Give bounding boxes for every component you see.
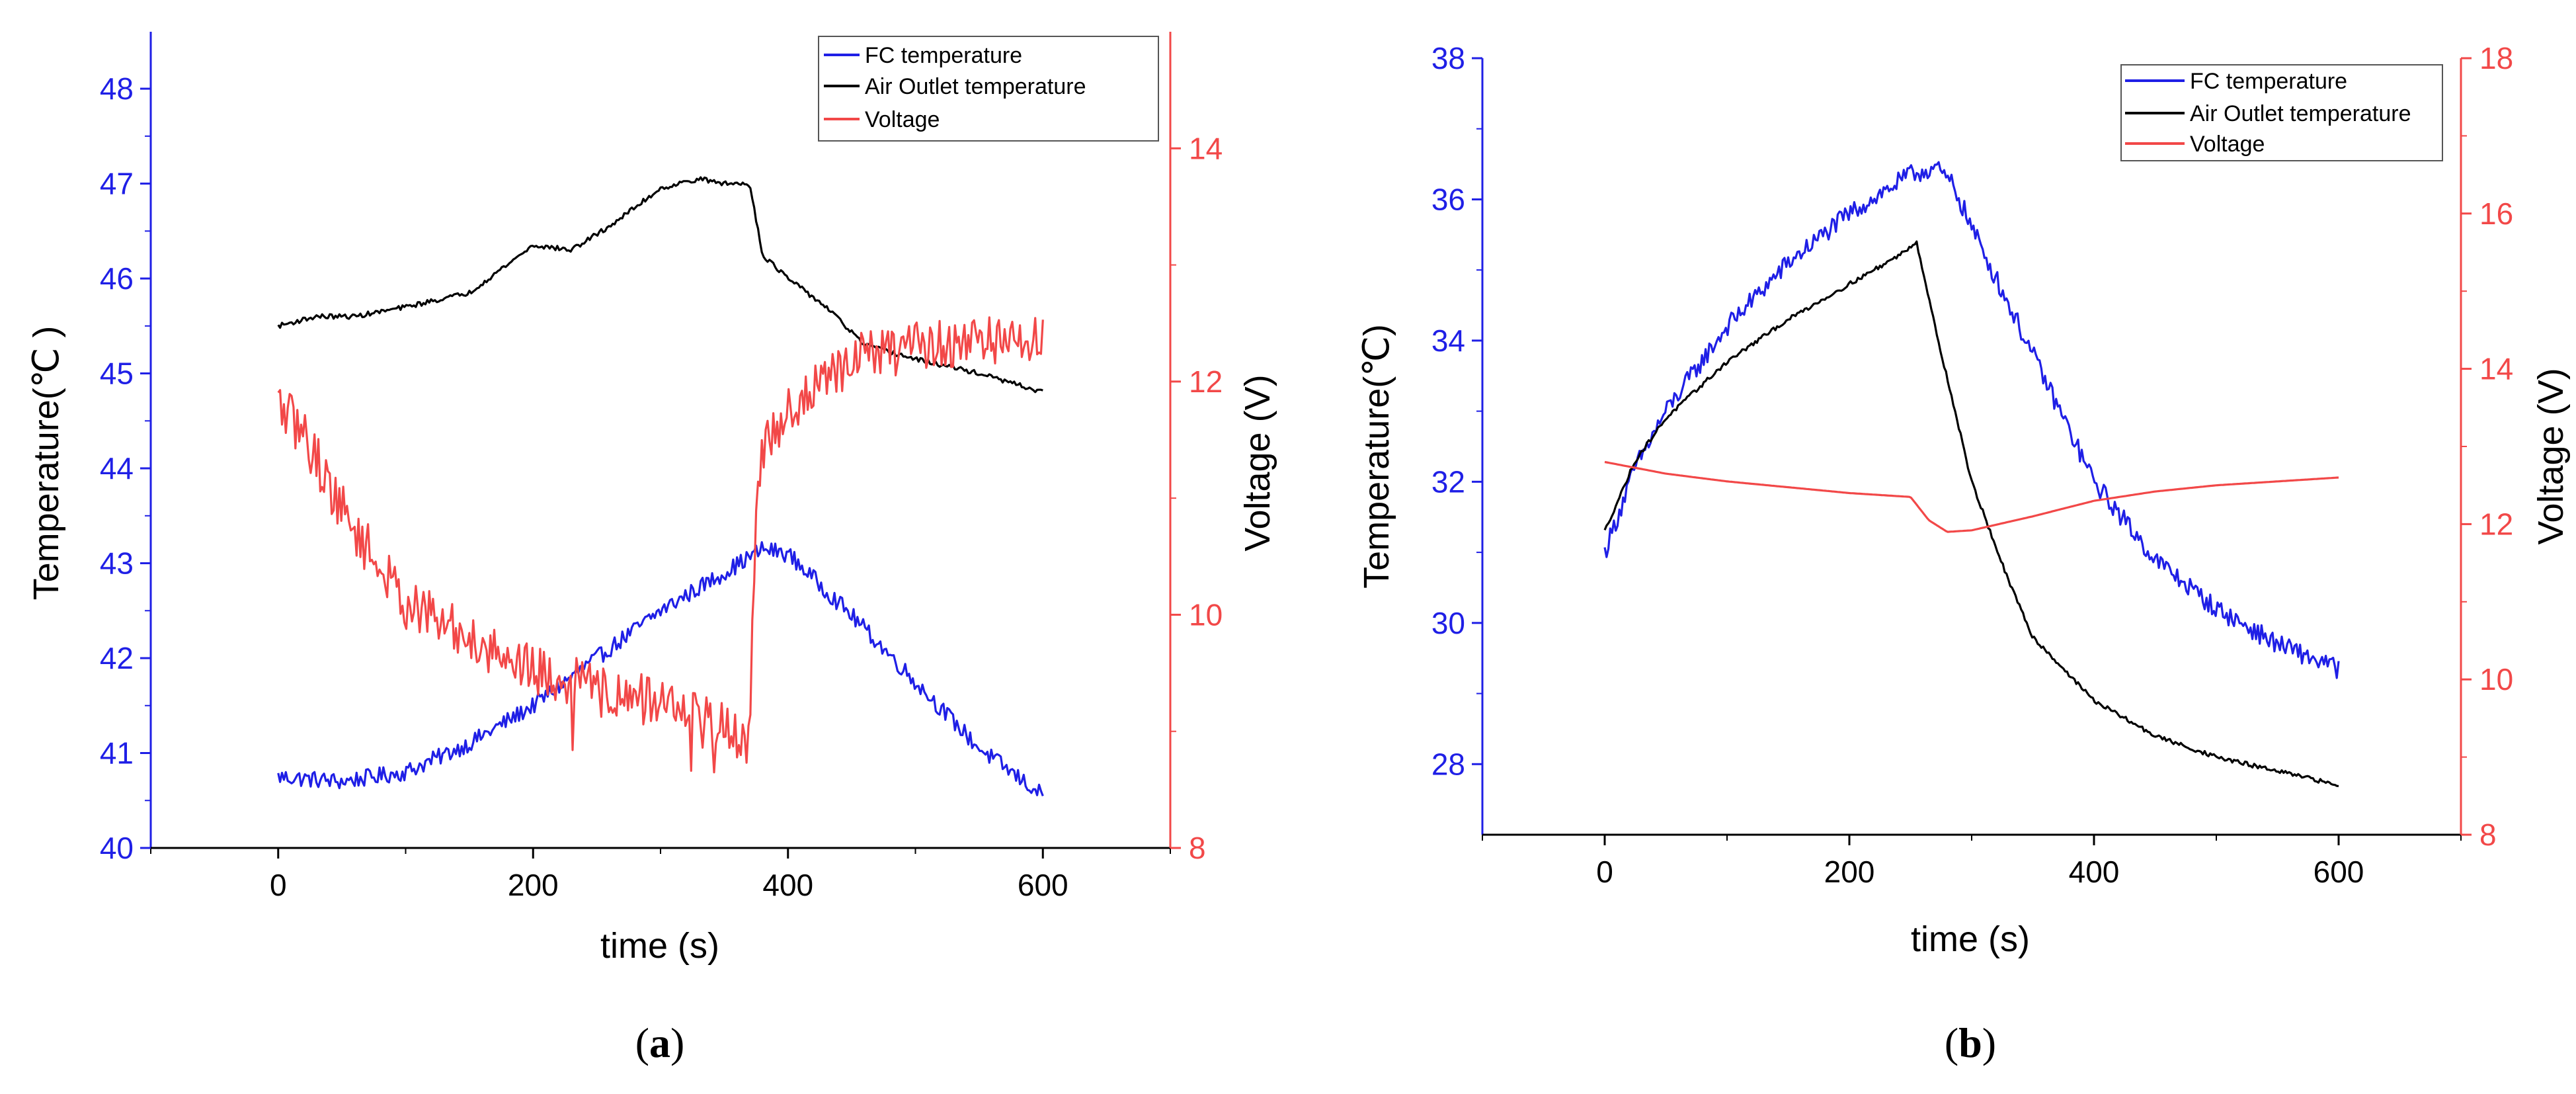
series-layer-a bbox=[277, 176, 1044, 796]
x-tick-label: 200 bbox=[508, 868, 559, 902]
y-axis-left-title-a: Temperature(℃ ) bbox=[26, 326, 66, 601]
y-right-tick-label: 10 bbox=[1189, 597, 1223, 632]
panel-label-letter-a: a bbox=[649, 1019, 670, 1066]
legend-b: FC temperature Air Outlet temperature Vo… bbox=[2120, 64, 2443, 161]
x-tick-label: 0 bbox=[270, 868, 287, 902]
y-right-tick-label: 14 bbox=[2479, 352, 2513, 386]
x-tick-label: 400 bbox=[2069, 855, 2120, 889]
series-line-fc-temperature bbox=[1603, 161, 2340, 679]
y-left-tick-label: 47 bbox=[100, 167, 134, 201]
y-left-tick-label: 44 bbox=[100, 451, 134, 485]
y-right-tick-label: 14 bbox=[1189, 131, 1223, 165]
series-line-air-outlet-temperature bbox=[277, 176, 1043, 394]
series-line-air-outlet-temperature bbox=[1603, 240, 2339, 788]
x-tick-label: 600 bbox=[2314, 855, 2364, 889]
y-left-tick-label: 41 bbox=[100, 736, 134, 771]
axes-layer-a: 0 200 400 600 40 41 42 43 44 45 46 47 48 8 10 12 14 bbox=[100, 32, 1223, 902]
y-left-tick-label: 40 bbox=[100, 831, 134, 865]
panel-label-letter-b: b bbox=[1958, 1019, 1982, 1066]
y-left-tick-label: 36 bbox=[1431, 182, 1465, 216]
y-left-tick-label: 30 bbox=[1431, 606, 1465, 640]
y-right-tick-label: 12 bbox=[1189, 364, 1223, 399]
series-layer-b bbox=[1603, 161, 2340, 788]
panel-label-close-b: ) bbox=[1982, 1019, 1996, 1066]
panel-label-open-b: ( bbox=[1945, 1019, 1958, 1066]
legend-a: FC temperature Air Outlet temperature Vo… bbox=[818, 36, 1159, 142]
y-right-tick-label: 18 bbox=[2479, 41, 2513, 75]
y-left-tick-label: 28 bbox=[1431, 747, 1465, 781]
y-right-tick-label: 8 bbox=[1189, 831, 1206, 865]
x-axis-title-b: time (s) bbox=[1911, 919, 2030, 959]
x-tick-label: 600 bbox=[1018, 868, 1068, 902]
chart-panel-b: 0 200 400 600 28 30 32 34 36 38 8 10 12 14 16 18 time (… bbox=[1357, 41, 2571, 1066]
y-left-tick-label: 34 bbox=[1431, 323, 1465, 358]
y-right-tick-label: 10 bbox=[2479, 662, 2513, 696]
y-left-tick-label: 38 bbox=[1431, 41, 1465, 75]
y-left-tick-label: 46 bbox=[100, 261, 134, 296]
panel-label-b: (b) bbox=[1945, 1019, 1996, 1066]
series-line-fc-temperature bbox=[277, 541, 1044, 796]
legend-label-voltage-a: Voltage bbox=[865, 107, 940, 132]
y-left-tick-label: 32 bbox=[1431, 464, 1465, 499]
y-left-tick-label: 42 bbox=[100, 641, 134, 675]
y-left-tick-label: 43 bbox=[100, 546, 134, 581]
panel-label-open-a: ( bbox=[635, 1019, 649, 1066]
x-tick-label: 200 bbox=[1824, 855, 1875, 889]
legend-label-air-b: Air Outlet temperature bbox=[2190, 101, 2411, 126]
y-right-tick-label: 12 bbox=[2479, 507, 2513, 541]
panel-label-a: (a) bbox=[635, 1019, 685, 1066]
y-left-tick-label: 45 bbox=[100, 357, 134, 391]
y-axis-right-title-b: Voltage (V) bbox=[2531, 368, 2571, 544]
series-line-voltage bbox=[1604, 460, 2339, 533]
legend-label-voltage-b: Voltage bbox=[2190, 132, 2265, 157]
y-axis-right-title-a: Voltage (V) bbox=[1238, 374, 1277, 551]
x-axis-title-a: time (s) bbox=[600, 926, 719, 966]
legend-label-fc-a: FC temperature bbox=[865, 43, 1022, 68]
x-tick-label: 400 bbox=[762, 868, 813, 902]
series-line-voltage bbox=[277, 316, 1044, 774]
legend-box-a bbox=[818, 36, 1159, 142]
x-tick-label: 0 bbox=[1596, 855, 1613, 889]
panel-label-close-a: ) bbox=[670, 1019, 684, 1066]
legend-label-fc-b: FC temperature bbox=[2190, 69, 2347, 94]
y-left-tick-label: 48 bbox=[100, 71, 134, 106]
y-axis-left-title-b: Temperature(℃) bbox=[1357, 324, 1396, 589]
legend-label-air-a: Air Outlet temperature bbox=[865, 74, 1086, 99]
y-right-tick-label: 16 bbox=[2479, 196, 2513, 231]
axes-layer-b: 0 200 400 600 28 30 32 34 36 38 8 10 12 14 16 18 bbox=[1431, 41, 2513, 889]
y-right-tick-label: 8 bbox=[2479, 818, 2497, 852]
